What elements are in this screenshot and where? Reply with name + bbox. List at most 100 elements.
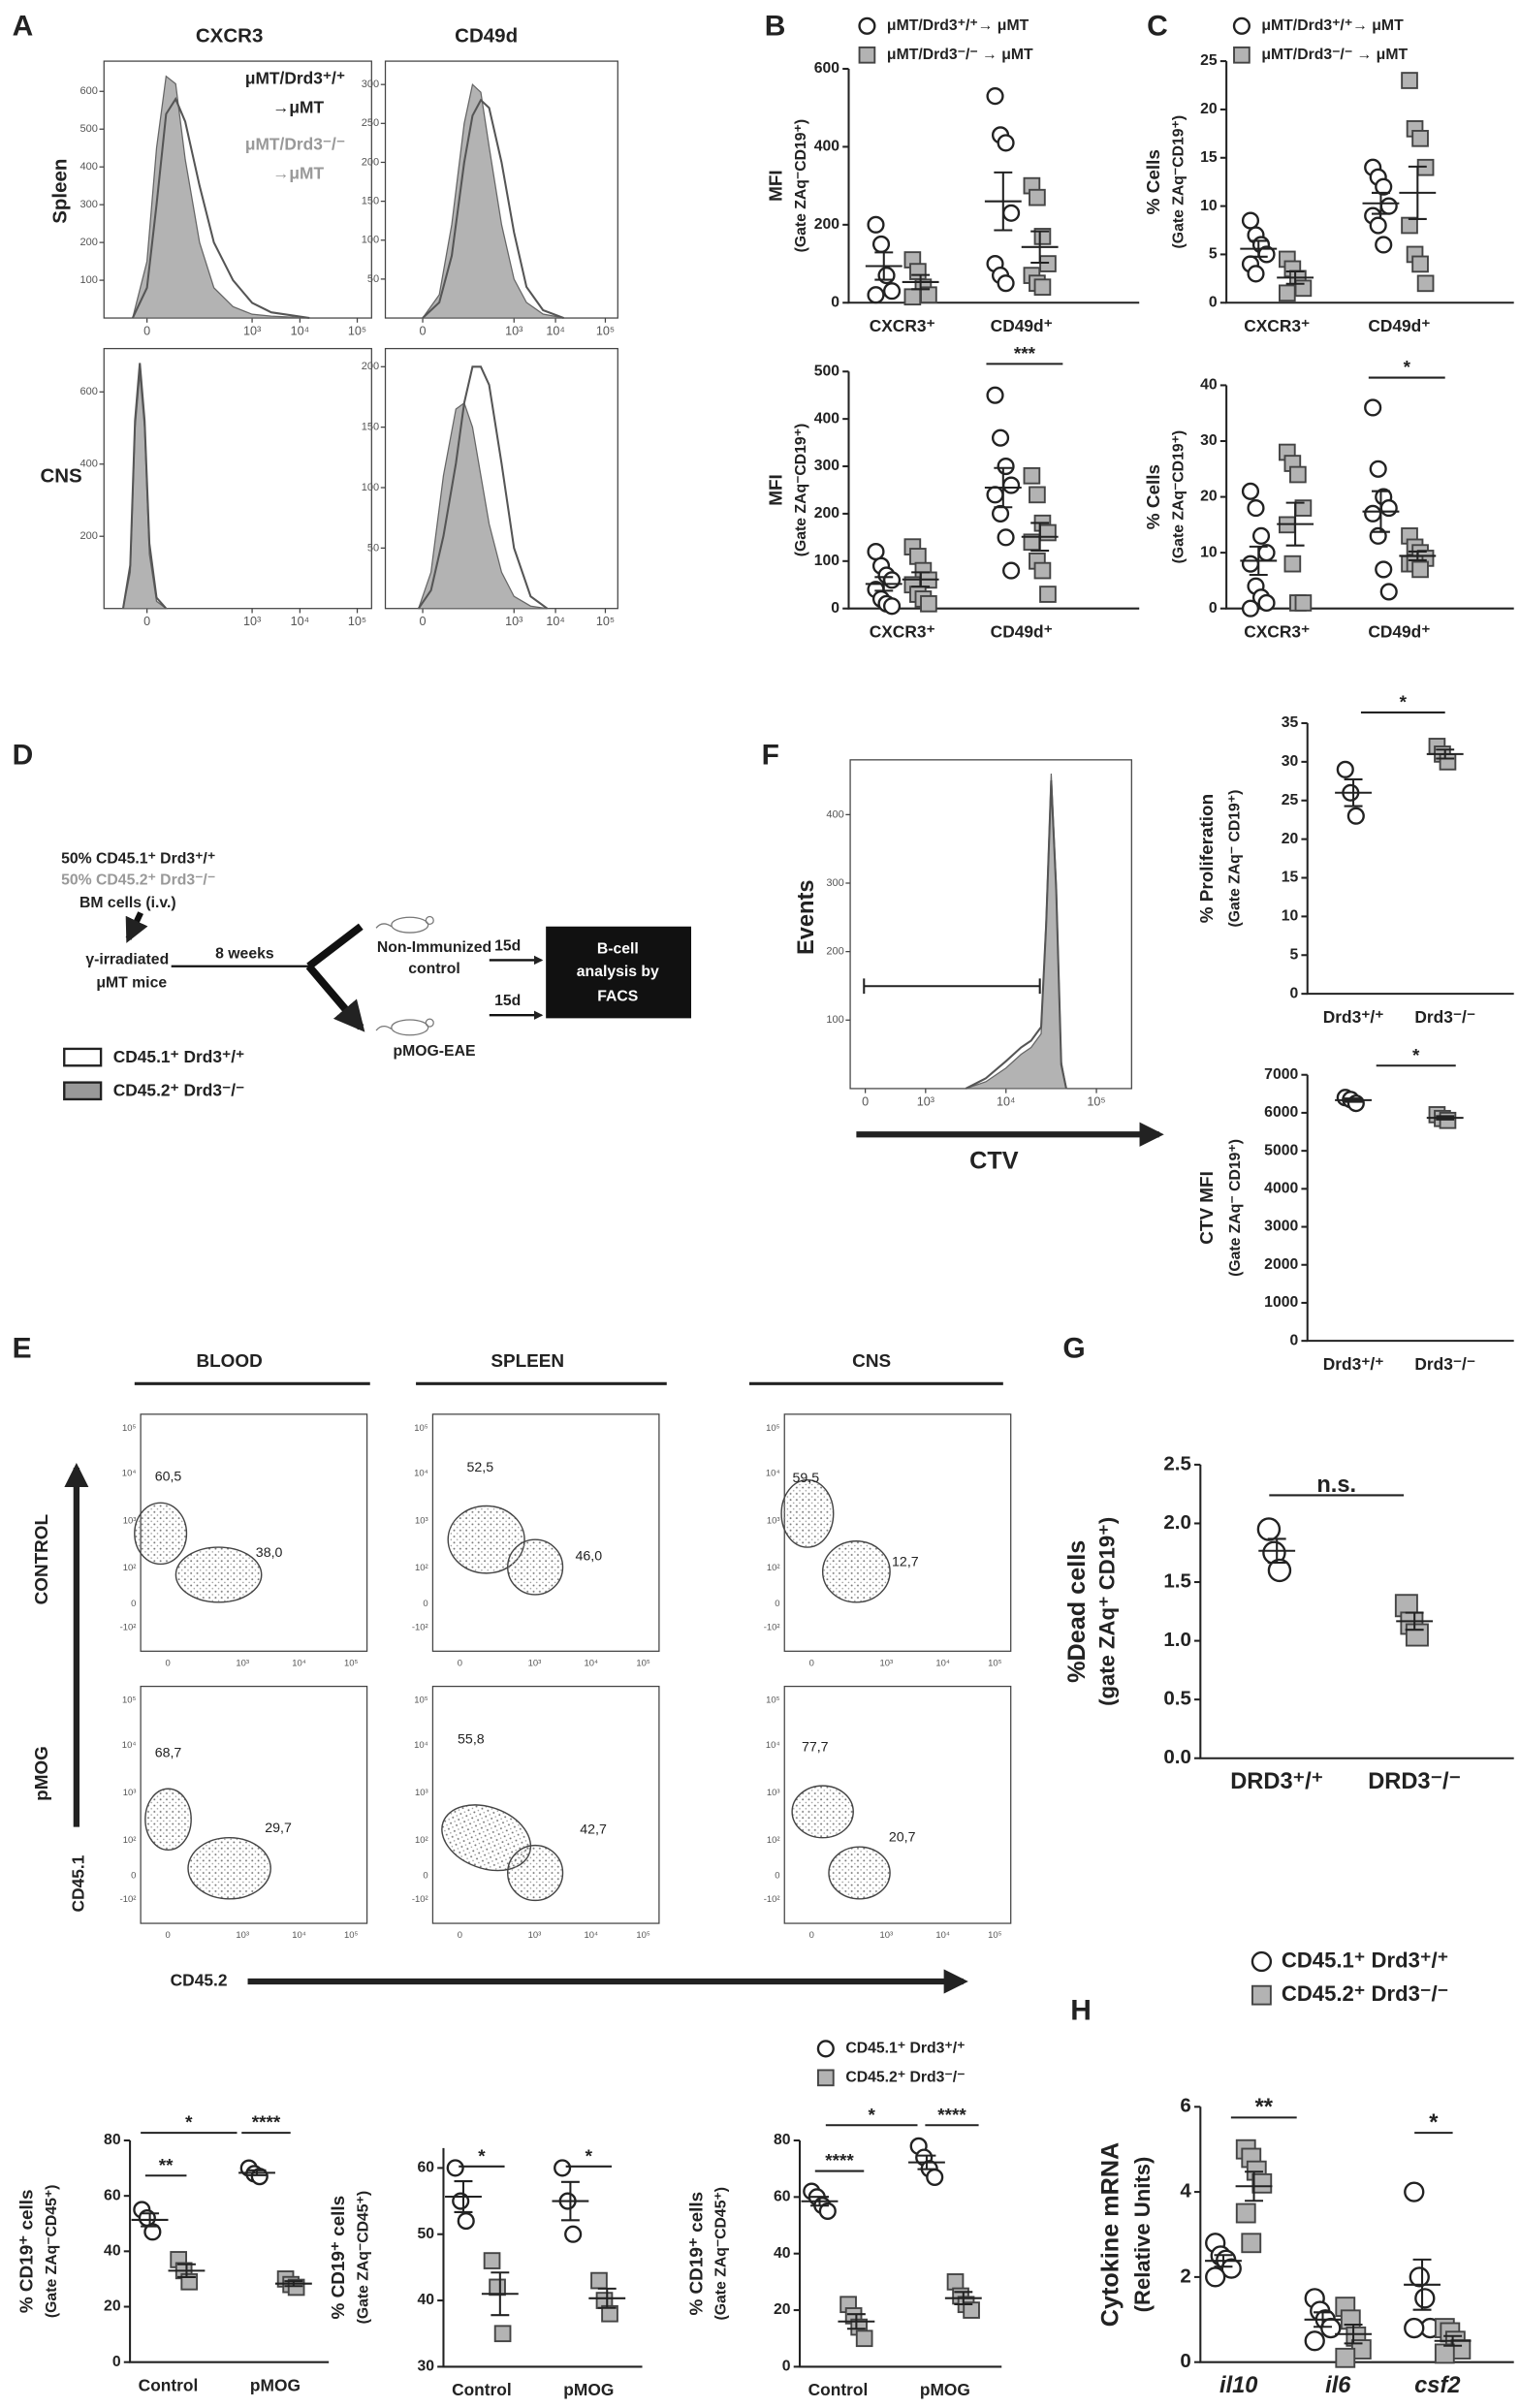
y-tick-label: 1.5 [1163,1569,1191,1592]
histogram-curve [132,75,310,319]
x-tick-label: 10⁴ [291,615,309,628]
y-tick-label: 100 [362,482,379,493]
data-point [867,215,885,234]
y-tick-label: 10² [415,1835,428,1846]
legend-text: CD45.1⁺ Drd3⁺/⁺ [845,2041,965,2057]
y-tick-label: 10² [767,1563,780,1573]
data-point [867,286,885,304]
y-tick-label: 4000 [1264,1181,1298,1197]
x-tick-label: 10³ [528,1658,542,1668]
data-point [1241,211,1260,230]
gate-bar [863,978,1041,995]
y-axis-title: %Dead cells [1063,1540,1091,1683]
mean-sem [238,2169,275,2176]
mean-sem [1021,230,1059,265]
mean-sem [984,171,1022,232]
data-point [1364,504,1382,523]
diagram-text: 15d [494,993,521,1009]
mean-sem [274,2280,312,2288]
gate-label: 55,8 [458,1732,485,1748]
y-tick-label: 10³ [123,1788,137,1798]
mean-sem [1258,1537,1296,1565]
y-axis-title: CTV MFI [1197,1171,1218,1245]
y-axis-title: (Gate ZAq⁻CD45⁺) [44,2185,60,2319]
y-tick-label: 10⁴ [414,1468,428,1478]
data-point [986,87,1004,106]
data-point [1233,46,1251,64]
y-tick-label: 0 [131,1871,136,1882]
y-tick-label: 400 [814,410,840,427]
y-tick-label: 400 [80,161,98,173]
y-axis-title: (Gate ZAq⁻CD19⁺) [1170,430,1187,564]
y-tick-label: 100 [80,274,98,286]
y-tick-label: 7000 [1264,1066,1298,1083]
gate-label: 38,0 [256,1545,283,1561]
y-tick-label: 250 [362,117,379,129]
mean-sem [1362,490,1400,533]
y-axis-title: (Gate ZAq⁻CD19⁺) [793,119,809,253]
x-tick-label: 10⁵ [636,1930,650,1941]
data-point [1369,526,1387,545]
plot-frame [431,1685,660,1924]
y-tick-label: 300 [814,458,840,474]
data-point [1364,398,1382,417]
data-point [1247,499,1265,518]
y-tick-label: 10⁵ [122,1695,137,1706]
significance-label: ** [1255,2095,1274,2120]
x-tick-label: 10⁴ [292,1930,306,1941]
x-tick-label: CXCR3⁺ [870,622,935,642]
x-tick-label: 10⁴ [585,1930,599,1941]
y-tick-label: 300 [80,199,98,210]
data-point [909,263,927,280]
x-tick-label: 10³ [236,1658,249,1668]
data-point [1002,204,1021,222]
y-tick-label: 40 [417,2292,434,2308]
data-point [601,2304,618,2323]
diagram-text: BM cells (i.v.) [79,895,176,911]
data-point [997,274,1015,293]
y-axis-title: (Relative Units) [1130,2157,1155,2313]
y-tick-label: 60 [774,2189,791,2205]
y-tick-label: 40 [104,2243,121,2260]
data-point [858,16,876,35]
x-tick-label: CD49d⁺ [1368,622,1430,642]
x-tick-label: 10³ [879,1930,893,1941]
x-tick-label: 10⁵ [988,1658,1002,1668]
x-tick-label: 0 [143,325,150,338]
y-tick-label: 0.5 [1163,1688,1191,1710]
row-title: pMOG [32,1746,52,1801]
y-axis-title: Cytokine mRNA [1096,2142,1124,2328]
y-tick-label: 600 [80,85,98,97]
y-axis-title: (Gate ZAq⁻CD45⁺) [356,2191,372,2325]
y-tick-label: 0 [423,1871,428,1882]
significance-label: n.s. [1316,1473,1356,1498]
data-point [1411,255,1429,273]
significance-label: * [1404,358,1411,378]
x-tick-label: CD49d⁺ [991,316,1053,335]
legend-text: μMT/Drd3⁻/⁻ → μMT [887,47,1033,63]
data-point [1409,2266,1430,2288]
significance-label: * [1429,2110,1439,2136]
x-tick-label: 0 [458,1930,462,1941]
mean-sem [1235,2170,1273,2202]
x-tick-label: 10⁵ [596,325,615,338]
data-point [1369,216,1387,235]
x-tick-label: pMOG [563,2380,614,2399]
y-tick-label: 5 [1209,246,1218,263]
data-point [1379,499,1398,518]
mean-sem [801,2196,839,2207]
data-point [926,2168,944,2186]
axis-title: Events [794,880,819,956]
data-point [997,134,1015,152]
data-point [1289,465,1307,484]
data-point [882,571,902,589]
y-tick-label: 10⁴ [766,1468,780,1478]
split-arrow [305,923,362,1028]
y-tick-label: 10³ [415,1515,428,1526]
diagram-text: 50% CD45.1⁺ Drd3⁺/⁺ [61,851,215,868]
data-point [1002,476,1021,494]
mean-sem [944,2291,982,2306]
x-tick-label: 10⁵ [988,1930,1002,1941]
mean-sem [1240,239,1278,258]
